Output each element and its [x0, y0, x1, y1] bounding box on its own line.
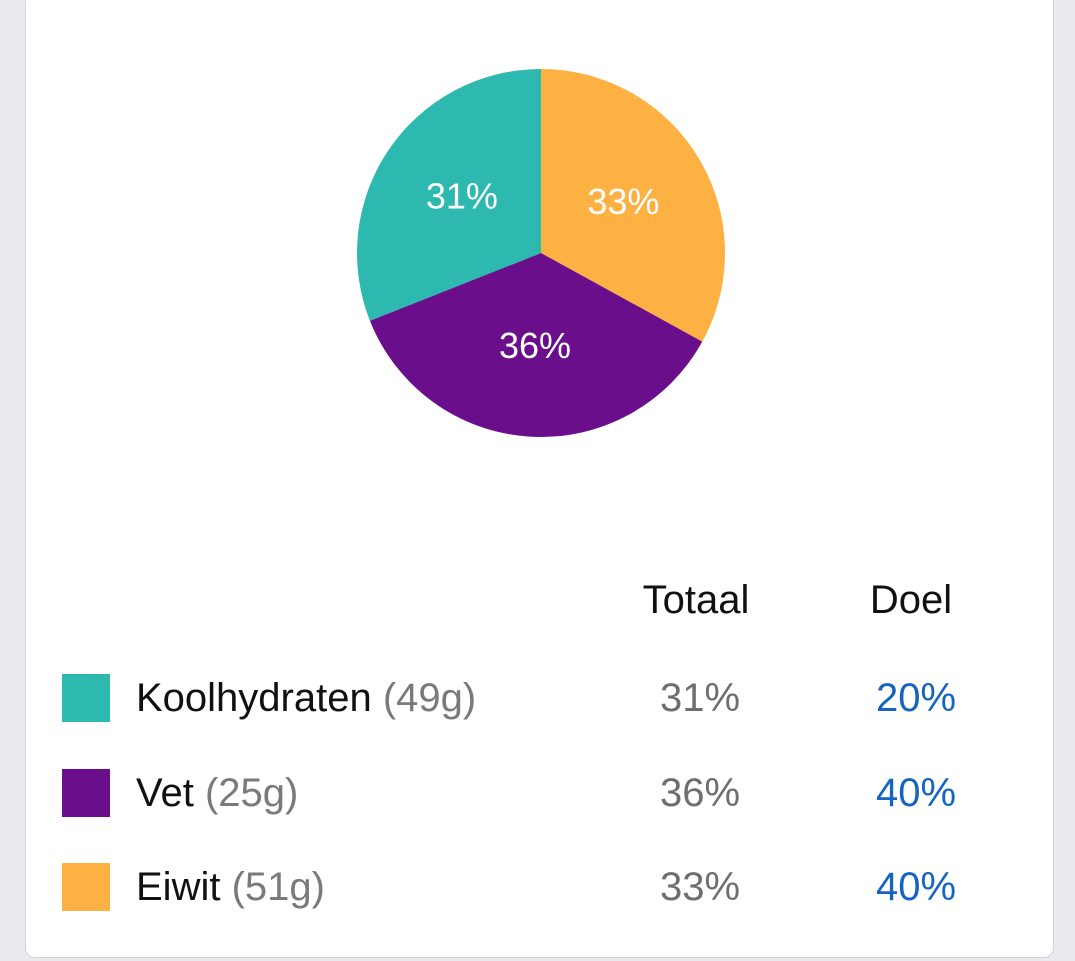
macro-card: 33% 36% 31% Totaal Doel Koolhydraten (49g)…: [25, 0, 1054, 958]
macro-name: Koolhydraten: [136, 676, 372, 720]
macro-name: Vet: [136, 771, 194, 815]
macro-goal: 20%: [875, 676, 957, 720]
pie-slice-koolhydraten: [356, 69, 541, 321]
macro-total: 31%: [659, 676, 741, 720]
pie-label-vet: 36%: [499, 325, 571, 366]
pie-label-eiwit: 33%: [587, 181, 659, 222]
macro-row-carbs: Koolhydraten (49g) 31% 20%: [26, 668, 1055, 728]
column-header-total: Totaal: [642, 578, 750, 622]
macro-grams: (25g): [204, 771, 299, 815]
macro-total: 33%: [659, 865, 741, 909]
fat-color-swatch: [62, 769, 110, 817]
macro-row-fat: Vet (25g) 36% 40%: [26, 763, 1055, 823]
column-header-goal: Doel: [869, 578, 953, 622]
pie-slice-eiwit: [541, 69, 725, 342]
macro-pie-chart: 33% 36% 31%: [356, 69, 725, 437]
macro-grams: (51g): [231, 865, 325, 909]
carbs-color-swatch: [62, 674, 110, 722]
macro-grams: (49g): [382, 676, 477, 720]
macro-total: 36%: [659, 771, 741, 815]
pie-slice-vet: [369, 253, 703, 437]
protein-color-swatch: [62, 863, 110, 911]
macro-row-protein: Eiwit (51g) 33% 40%: [26, 857, 1055, 917]
macro-goal: 40%: [875, 865, 957, 909]
macro-name: Eiwit: [136, 865, 221, 909]
pie-label-koolhydraten: 31%: [426, 176, 498, 217]
macro-goal: 40%: [875, 771, 957, 815]
